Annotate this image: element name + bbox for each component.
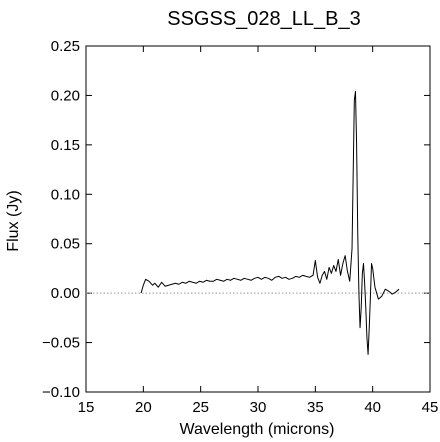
x-tick-label: 40 [364, 399, 381, 416]
x-tick-label: 35 [307, 399, 324, 416]
x-tick-label: 25 [192, 399, 209, 416]
x-tick-label: 30 [250, 399, 267, 416]
y-tick-label: 0.05 [51, 236, 80, 253]
x-tick-label: 15 [78, 399, 95, 416]
plot-frame [85, 45, 431, 393]
y-tick-label: 0.20 [51, 87, 80, 104]
y-tick-label: 0.00 [51, 285, 80, 302]
y-axis-label: Flux (Jy) [5, 190, 22, 251]
x-axis-label: Wavelength (microns) [179, 421, 334, 438]
y-tick-label: 0.10 [51, 186, 80, 203]
flux-series-line [140, 90, 400, 355]
y-tick-label: −0.10 [42, 384, 80, 401]
x-tick-label: 20 [135, 399, 152, 416]
chart-title: SSGSS_028_LL_B_3 [167, 8, 361, 30]
y-tick-label: 0.15 [51, 137, 80, 154]
axes-group [85, 45, 431, 393]
y-tick-label: 0.25 [51, 38, 80, 55]
ticks-group: 15 20 25 30 35 40 45 −0.10 −0.05 0.00 0.05 0.10 0.15… [42, 38, 438, 416]
x-tick-label: 45 [422, 399, 439, 416]
y-tick-label: −0.05 [42, 335, 80, 352]
plot-area [86, 90, 430, 355]
